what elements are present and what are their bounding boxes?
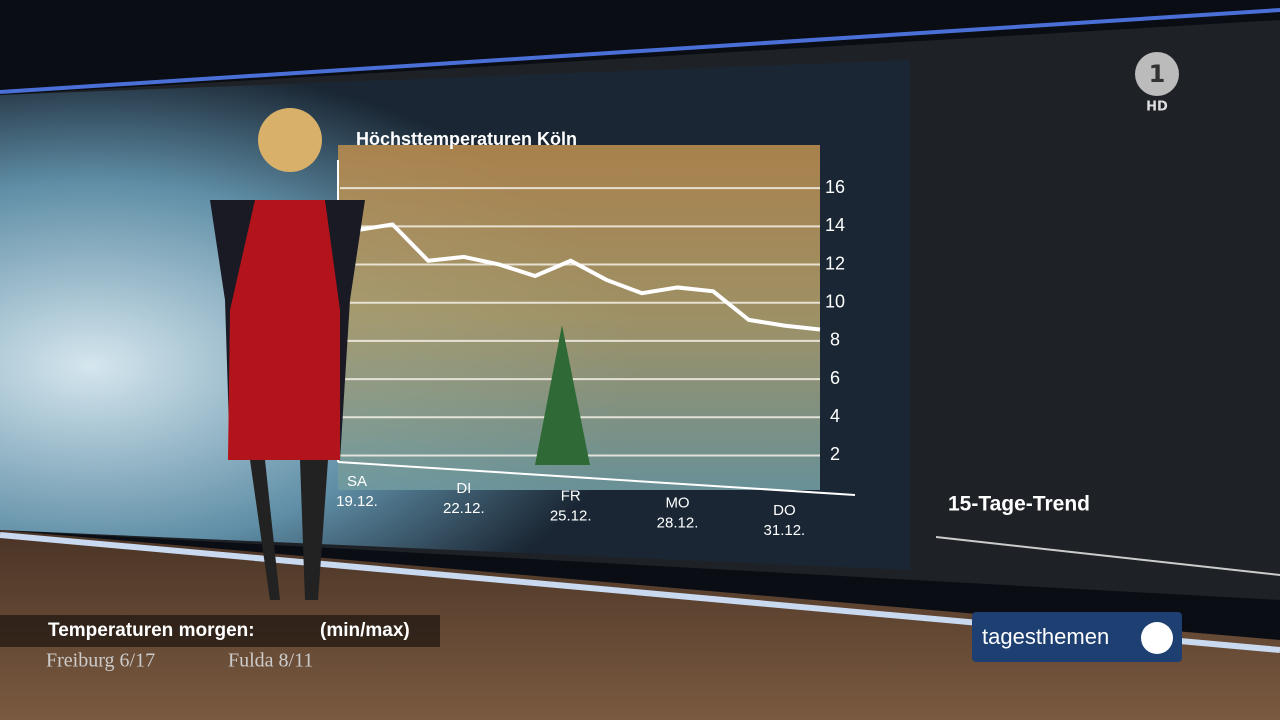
y-tick-label: 6 — [830, 368, 840, 388]
show-name: tagesthemen — [982, 624, 1109, 649]
ticker-bar — [0, 615, 440, 647]
tree-decoration — [535, 325, 590, 465]
x-tick-label: MO 28.12. — [657, 495, 699, 532]
wall-edge — [0, 8, 1280, 94]
presenter-dress — [228, 200, 340, 460]
trend-label: 15-Tage-Trend — [948, 493, 1090, 516]
channel-logo — [1135, 52, 1179, 96]
y-tick-label: 8 — [830, 330, 840, 350]
channel-logo-mark: 1 — [1149, 60, 1166, 88]
hd-label: HD — [1146, 100, 1168, 115]
presenter-legs — [250, 460, 328, 600]
y-tick-label: 12 — [825, 253, 845, 273]
y-tick-label: 2 — [830, 444, 840, 464]
ticker-item: Freiburg 6/17 — [46, 650, 155, 672]
show-logo — [1141, 622, 1173, 654]
temperature-line — [356, 222, 821, 332]
x-axis — [337, 461, 856, 496]
x-tick-label: FR 25.12. — [550, 487, 592, 524]
y-tick-label: 10 — [825, 291, 845, 311]
ticker-item: Fulda 8/11 — [228, 650, 313, 672]
y-tick-label: 14 — [825, 215, 845, 235]
presenter — [210, 108, 365, 600]
y-tick-label: 16 — [825, 177, 845, 197]
ticker-heading: Temperaturen morgen: — [48, 620, 255, 641]
chart-title: Höchsttemperaturen Köln — [356, 129, 577, 149]
trend-line — [935, 536, 1280, 576]
presenter-head — [258, 108, 322, 172]
x-tick-label: DO 31.12. — [764, 502, 806, 539]
ticker-note: (min/max) — [320, 620, 410, 641]
x-tick-label: SA 19.12. — [336, 473, 378, 510]
show-badge — [972, 612, 1182, 662]
x-tick-label: DI 22.12. — [443, 480, 485, 517]
floor — [0, 530, 1280, 720]
y-tick-label: 4 — [830, 406, 840, 426]
